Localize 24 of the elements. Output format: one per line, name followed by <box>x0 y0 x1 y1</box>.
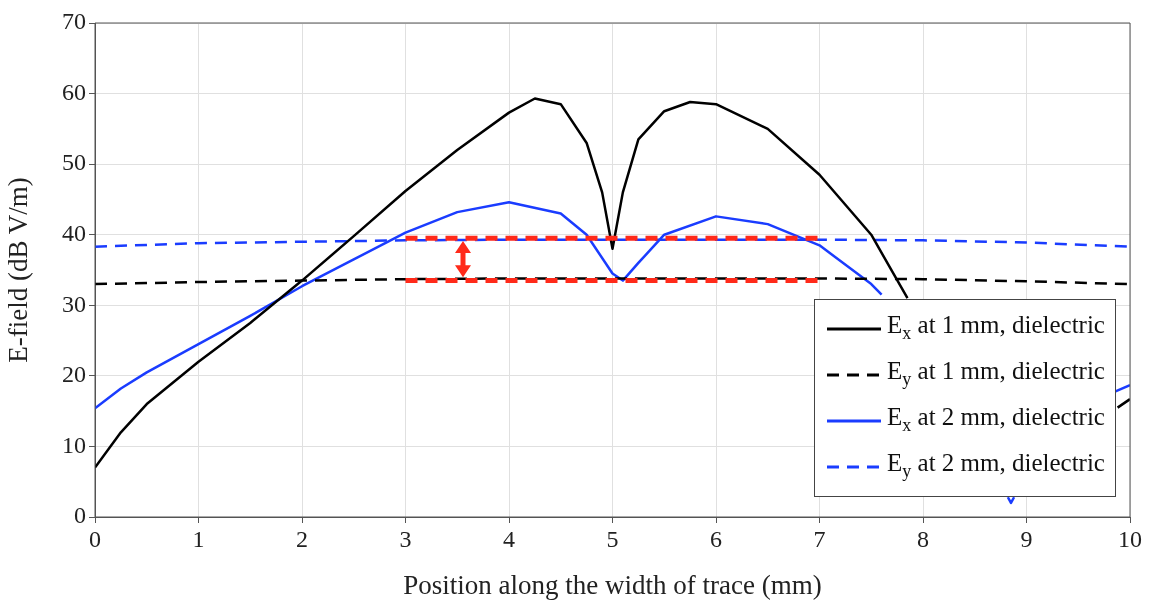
x-tick-label: 6 <box>710 525 722 552</box>
y-tick-label: 30 <box>62 290 86 317</box>
x-axis-title: Position along the width of trace (mm) <box>403 569 822 600</box>
y-tick-label: 40 <box>62 220 86 247</box>
y-tick-label: 10 <box>62 431 86 458</box>
legend-label: E$_{y}$ at 2 mm, dielectric <box>887 448 1105 483</box>
legend-label: E$_{y}$ at 1 mm, dielectric <box>887 356 1105 391</box>
x-tick-label: 2 <box>296 525 308 552</box>
x-tick-label: 1 <box>192 525 205 552</box>
y-tick-label: 0 <box>74 502 86 529</box>
x-tick-label: 7 <box>813 525 826 552</box>
y-tick-label: 70 <box>62 8 86 35</box>
y-tick-label: 20 <box>62 361 86 388</box>
y-axis-title: E-field (dB V/m) <box>3 177 34 363</box>
x-tick-label: 10 <box>1118 525 1142 552</box>
legend-label: E$_{x}$ at 1 mm, dielectric <box>887 310 1105 345</box>
x-tick-label: 5 <box>606 525 619 552</box>
x-tick-label: 9 <box>1020 525 1033 552</box>
y-tick-label: 50 <box>62 149 86 176</box>
y-tick-label: 60 <box>62 78 86 105</box>
x-tick-label: 3 <box>399 525 412 552</box>
legend-label: E$_{x}$ at 2 mm, dielectric <box>887 402 1105 437</box>
x-tick-label: 8 <box>917 525 929 552</box>
x-tick-label: 4 <box>503 525 515 552</box>
